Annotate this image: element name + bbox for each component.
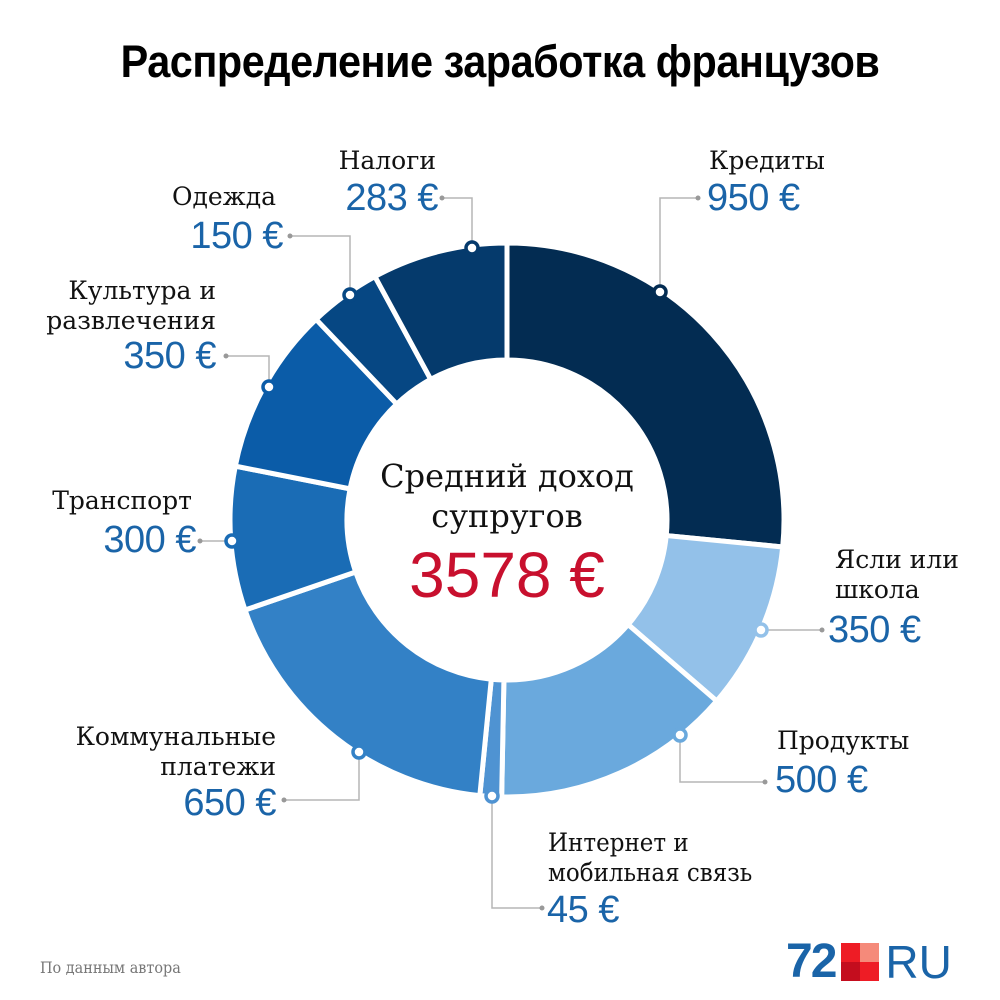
leader-line-credits [659, 197, 698, 292]
label-utilities: Коммунальные платежи [20, 722, 276, 782]
leader-line-groceries [679, 735, 765, 783]
value-transport: 300 € [103, 519, 196, 561]
leader-end-dot [439, 195, 445, 201]
value-utilities: 650 € [183, 782, 276, 824]
marker-dot-nursery-school [753, 622, 769, 638]
value-nursery-school: 350 € [828, 609, 921, 651]
leader-end-dot [223, 353, 229, 359]
leader-line-internet [491, 796, 542, 909]
segment-taxes [371, 240, 510, 383]
label-transport: Транспорт [52, 486, 192, 515]
label-nursery-school: Ясли или школа [835, 545, 959, 605]
value-credits: 950 € [707, 177, 800, 219]
leader-line-clothing [290, 235, 351, 295]
leader-end-dot [695, 195, 701, 201]
label-nursery-line2: школа [835, 575, 920, 604]
label-internet: Интернет и мобильная связь [548, 828, 752, 888]
label-nursery-line1: Ясли или [835, 545, 959, 574]
source-note: По данным автора [40, 958, 181, 977]
label-internet-line1: Интернет и [548, 828, 689, 857]
center-total: 3578 € [409, 539, 605, 611]
leader-end-dot [819, 627, 825, 633]
label-internet-line2: мобильная связь [548, 858, 753, 887]
leader-line-utilities [284, 752, 360, 801]
value-taxes: 283 € [345, 177, 438, 219]
value-culture: 350 € [123, 335, 216, 377]
center-label-line1: Средний доход [380, 457, 634, 495]
marker-dot-transport [224, 533, 240, 549]
logo-suffix: RU [885, 936, 952, 988]
leader-end-dot [539, 905, 545, 911]
value-clothing: 150 € [190, 215, 283, 257]
center-label: Средний доход супругов [347, 456, 667, 536]
leader-end-dot [197, 538, 203, 544]
marker-dot-culture [261, 379, 277, 395]
label-culture-line1: Культура и [68, 276, 216, 305]
logo-square-icon [841, 943, 880, 981]
leader-end-dot [281, 797, 287, 803]
marker-dot-clothing [342, 287, 358, 303]
marker-dot-taxes [464, 240, 480, 256]
marker-dot-credits [652, 284, 668, 300]
segment-utilities [241, 568, 495, 799]
leader-line-taxes [442, 197, 473, 248]
leader-end-dot [287, 233, 293, 239]
label-taxes: Налоги [338, 146, 436, 175]
label-groceries: Продукты [777, 726, 910, 755]
value-internet: 45 € [547, 889, 619, 931]
label-utilities-line2: платежи [160, 752, 276, 781]
logo-number: 72 [786, 935, 837, 988]
marker-dot-internet [484, 788, 500, 804]
chart-title: Распределение заработка французов [120, 36, 880, 87]
value-groceries: 500 € [775, 759, 868, 801]
leader-end-dot [762, 779, 768, 785]
site-logo[interactable]: 72 RU [786, 935, 952, 988]
label-utilities-line1: Коммунальные [75, 722, 276, 751]
label-culture-line2: развлечения [46, 306, 216, 335]
label-culture: Культура и развлечения [20, 276, 216, 336]
segment-credits [504, 240, 787, 550]
label-clothing: Одежда [172, 182, 276, 211]
leader-line-culture [226, 355, 270, 387]
marker-dot-utilities [351, 744, 367, 760]
center-label-line2: супругов [431, 497, 583, 535]
marker-dot-groceries [672, 727, 688, 743]
label-credits: Кредиты [709, 146, 825, 175]
